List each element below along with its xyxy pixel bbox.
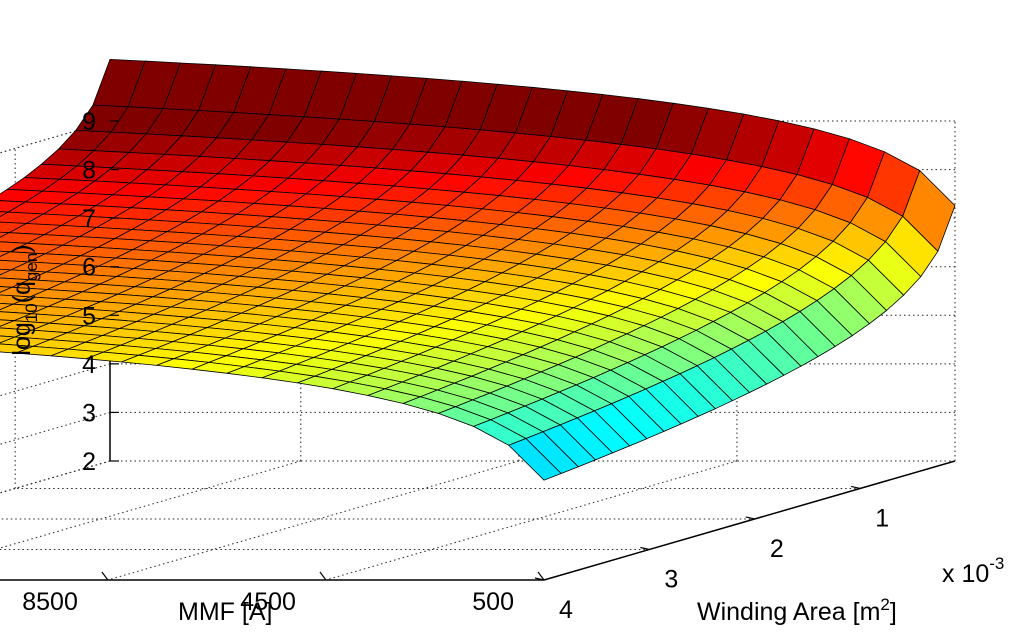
- x-tick-mark: [745, 516, 755, 520]
- box-edge: [0, 460, 111, 494]
- x-axis-line: [543, 460, 956, 581]
- x-tick-label: 4: [559, 596, 573, 624]
- y-tick-mark: [537, 571, 545, 581]
- axis-ticks: 234567891600012500850045005001234: [22, 108, 889, 624]
- floor-gridline: [107, 460, 520, 581]
- y-tick-mark: [101, 571, 109, 581]
- floor-gridline: [325, 460, 738, 581]
- x-tick-label: 3: [664, 565, 678, 593]
- x-tick-mark: [640, 546, 650, 551]
- side-wall-gridline: [0, 460, 111, 494]
- x-axis-multiplier: x 10-3: [942, 554, 1004, 588]
- z-tick-label: 6: [82, 254, 96, 282]
- y-tick-label: 4500: [240, 588, 296, 616]
- y-tick-mark: [319, 571, 327, 581]
- z-tick-label: 2: [82, 448, 96, 476]
- z-tick-label: 9: [82, 108, 96, 136]
- z-tick-label: 4: [82, 351, 96, 379]
- y-tick-label: 8500: [22, 588, 78, 616]
- z-tick-label: 3: [82, 399, 96, 427]
- x-tick-label: 2: [770, 535, 784, 563]
- y-tick-label: 500: [472, 588, 514, 616]
- x-tick-label: 1: [875, 504, 889, 532]
- z-axis-label: log10(qgen): [8, 244, 41, 355]
- z-tick-label: 5: [82, 302, 96, 330]
- y-axis-label: MMF [A]: [178, 598, 272, 626]
- z-tick-label: 8: [82, 157, 96, 185]
- x-axis-label: Winding Area [m2]: [697, 595, 897, 626]
- x-tick-mark: [851, 485, 861, 490]
- surface-mesh: [0, 58, 956, 481]
- surface-patch: [508, 438, 562, 481]
- x-tick-mark: [534, 577, 545, 581]
- z-tick-label: 7: [82, 205, 96, 233]
- floor-gridline: [0, 460, 111, 494]
- floor-gridline: [0, 460, 301, 549]
